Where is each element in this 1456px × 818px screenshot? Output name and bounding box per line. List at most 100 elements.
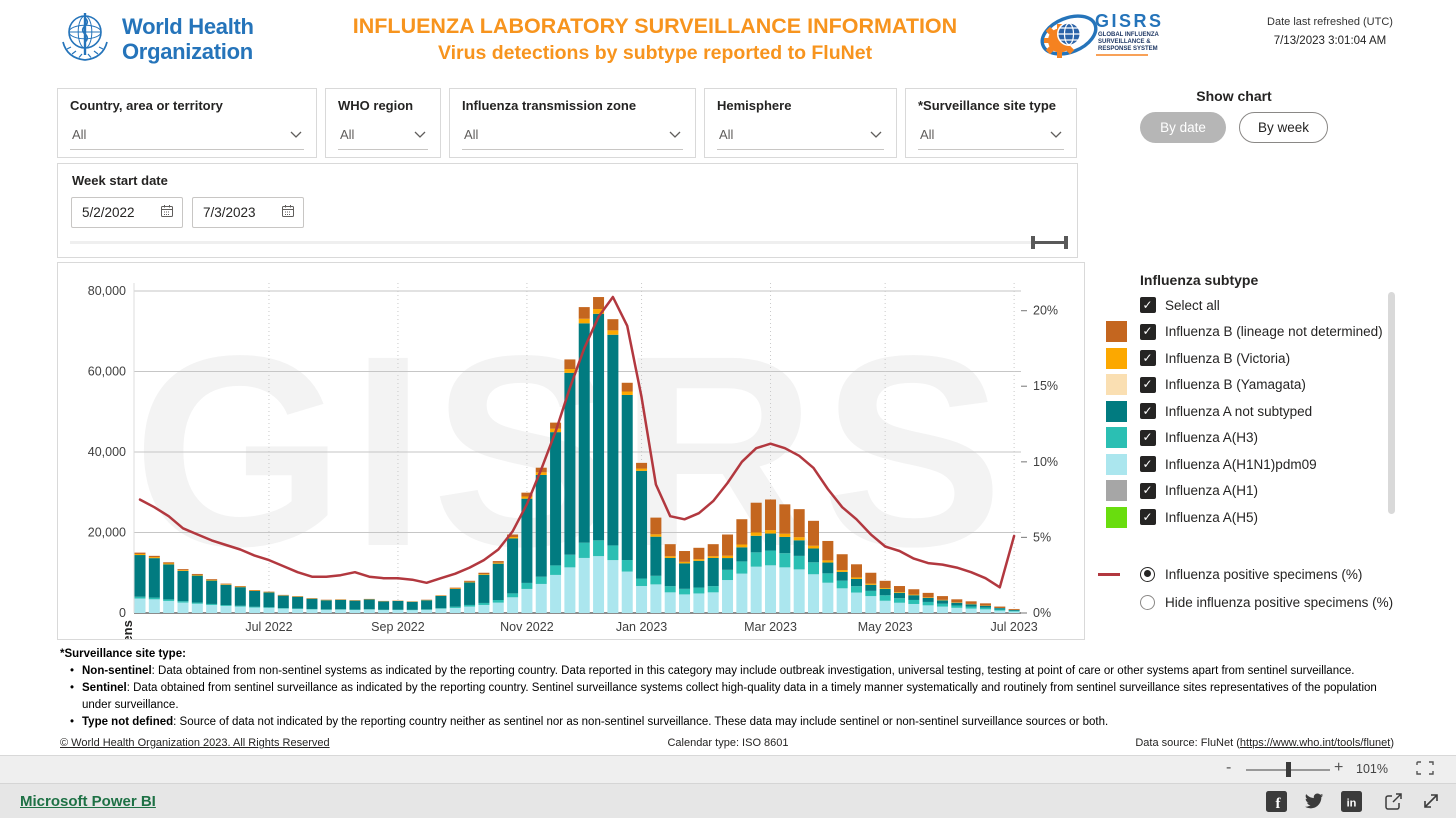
week-end-date-input[interactable]: 7/3/2023 [192, 197, 304, 228]
legend-title: Influenza subtype [1140, 272, 1259, 288]
legend-item-a-h1[interactable]: Influenza A(H1) [1095, 478, 1383, 505]
legend-item-label: Influenza A(H1N1)pdm09 [1165, 456, 1317, 472]
legend-item-b-lineage[interactable]: Influenza B (lineage not determined) [1095, 319, 1383, 346]
powerbi-zoom-strip: - + 101% [0, 755, 1456, 783]
legend-item-a-h1n1[interactable]: Influenza A(H1N1)pdm09 [1095, 451, 1383, 478]
microsoft-powerbi-link[interactable]: Microsoft Power BI [20, 793, 156, 810]
svg-text:SURVEILLANCE &: SURVEILLANCE & [1098, 39, 1151, 45]
chevron-down-icon [414, 125, 426, 143]
radio-show-positivity-label: Influenza positive specimens (%) [1165, 566, 1363, 582]
legend-color-swatch [1106, 453, 1127, 475]
by-week-button[interactable]: By week [1239, 112, 1328, 143]
checkbox-checked-icon[interactable] [1140, 350, 1156, 367]
legend-item-b-yamagata[interactable]: Influenza B (Yamagata) [1095, 372, 1383, 399]
legend-item-label: Influenza A(H3) [1165, 430, 1259, 446]
checkbox-checked-icon[interactable] [1140, 429, 1156, 446]
who-emblem-icon [58, 9, 112, 68]
legend-item-a-h3[interactable]: Influenza A(H3) [1095, 425, 1383, 452]
date-range-slider-selected[interactable] [1033, 241, 1066, 244]
filter-country-label: Country, area or territory [70, 98, 223, 113]
svg-text:0: 0 [119, 606, 126, 620]
twitter-icon[interactable] [1303, 791, 1325, 816]
svg-text:GLOBAL INFLUENZA: GLOBAL INFLUENZA [1098, 32, 1160, 38]
footnotes: *Surveillance site type: Non-sentinel: D… [60, 646, 1400, 731]
flunet-link[interactable]: https://www.who.int/tools/flunet [1239, 737, 1391, 749]
legend-item-label: Influenza B (Victoria) [1165, 350, 1291, 366]
date-range-slider-handle-right[interactable] [1064, 236, 1068, 249]
date-range-slider-track[interactable] [70, 241, 1065, 244]
filter-who-region-dropdown[interactable]: All [338, 122, 428, 150]
legend-scrollbar[interactable] [1388, 292, 1395, 514]
svg-text:Jan 2023: Jan 2023 [616, 620, 667, 634]
legend-swatch-placeholder [1106, 295, 1127, 316]
svg-text:May 2023: May 2023 [858, 620, 913, 634]
legend-select-all[interactable]: Select all [1095, 292, 1383, 319]
zoom-level-value: 101% [1356, 762, 1388, 776]
legend-item-label: Influenza A(H1) [1165, 483, 1259, 499]
stacked-bar-line-chart[interactable]: 0 20,000 40,000 60,000 80,000 Jul 2022 Sep 202… [58, 263, 1085, 640]
page-title-line1: INFLUENZA LABORATORY SURVEILLANCE INFORM… [352, 14, 958, 38]
filter-transmission-zone: Influenza transmission zone All [449, 88, 696, 158]
week-end-date-value: 7/3/2023 [203, 205, 256, 220]
gisrs-globe-icon [1057, 22, 1081, 46]
page-title-line2: Virus detections by subtype reported to … [437, 42, 873, 64]
radio-hide-positivity[interactable]: Hide influenza positive specimens (%) [1095, 588, 1393, 616]
filter-who-region-value: All [340, 126, 355, 142]
checkbox-checked-icon[interactable] [1140, 509, 1156, 526]
date-range-slider-handle-left[interactable] [1031, 236, 1035, 249]
share-icon[interactable] [1382, 791, 1404, 818]
calendar-icon[interactable] [281, 204, 295, 221]
checkbox-checked-icon[interactable] [1140, 297, 1156, 314]
legend-item-label: Influenza B (Yamagata) [1165, 377, 1306, 393]
legend-color-swatch [1106, 400, 1127, 422]
footnote-sentinel: Sentinel: Data obtained from sentinel su… [60, 680, 1400, 714]
copyright-link[interactable]: © World Health Organization 2023. All Ri… [60, 737, 330, 749]
svg-text:20%: 20% [1033, 304, 1058, 318]
calendar-icon[interactable] [160, 204, 174, 221]
filter-who-region-label: WHO region [338, 98, 414, 113]
legend-item-b-victoria[interactable]: Influenza B (Victoria) [1095, 345, 1383, 372]
checkbox-checked-icon[interactable] [1140, 403, 1156, 420]
filter-hemisphere-value: All [719, 126, 734, 142]
svg-text:Mar 2023: Mar 2023 [744, 620, 797, 634]
linkedin-icon[interactable]: in [1341, 791, 1362, 817]
radio-hide-positivity-label: Hide influenza positive specimens (%) [1165, 594, 1394, 610]
facebook-icon[interactable]: f [1266, 791, 1287, 817]
zoom-slider-handle[interactable] [1286, 762, 1291, 777]
filter-country-dropdown[interactable]: All [70, 122, 304, 150]
checkbox-checked-icon[interactable] [1140, 323, 1156, 340]
legend-item-a-not-subtyped[interactable]: Influenza A not subtyped [1095, 398, 1383, 425]
calendar-type-label: Calendar type: ISO 8601 [667, 737, 789, 749]
line-toggle-radios: Influenza positive specimens (%) Hide in… [1095, 560, 1393, 616]
fit-to-page-icon[interactable] [1416, 761, 1434, 780]
legend-color-swatch [1106, 374, 1127, 396]
by-date-button[interactable]: By date [1140, 112, 1226, 143]
checkbox-checked-icon[interactable] [1140, 482, 1156, 499]
filter-transmission-zone-dropdown[interactable]: All [462, 122, 683, 150]
filter-transmission-zone-label: Influenza transmission zone [462, 98, 637, 113]
filter-hemisphere-dropdown[interactable]: All [717, 122, 884, 150]
week-start-date-input[interactable]: 5/2/2022 [71, 197, 183, 228]
legend-item-label: Influenza B (lineage not determined) [1165, 324, 1383, 340]
legend-item-label: Influenza A not subtyped [1165, 403, 1313, 419]
show-chart-label: Show chart [1196, 88, 1272, 104]
filter-site-type-dropdown[interactable]: All [918, 122, 1064, 150]
checkbox-checked-icon[interactable] [1140, 376, 1156, 393]
svg-text:15%: 15% [1033, 379, 1058, 393]
radio-show-positivity[interactable]: Influenza positive specimens (%) [1095, 560, 1393, 588]
legend-item-label: Influenza A(H5) [1165, 509, 1259, 525]
footnote-title: *Surveillance site type: [60, 648, 186, 660]
radio-selected-icon[interactable] [1140, 566, 1155, 582]
zoom-in-button[interactable]: + [1334, 759, 1344, 776]
week-start-date-value: 5/2/2022 [82, 205, 135, 220]
legend-color-swatch [1106, 427, 1127, 449]
zoom-out-button[interactable]: - [1226, 759, 1232, 776]
radio-unselected-icon[interactable] [1140, 594, 1155, 610]
legend-item-a-h5[interactable]: Influenza A(H5) [1095, 504, 1383, 531]
chevron-down-icon [290, 125, 302, 143]
expand-icon[interactable] [1421, 791, 1441, 816]
who-wordmark: World Health Organization [122, 13, 254, 64]
chevron-down-icon [669, 125, 681, 143]
checkbox-checked-icon[interactable] [1140, 456, 1156, 473]
legend-color-swatch [1106, 347, 1127, 369]
